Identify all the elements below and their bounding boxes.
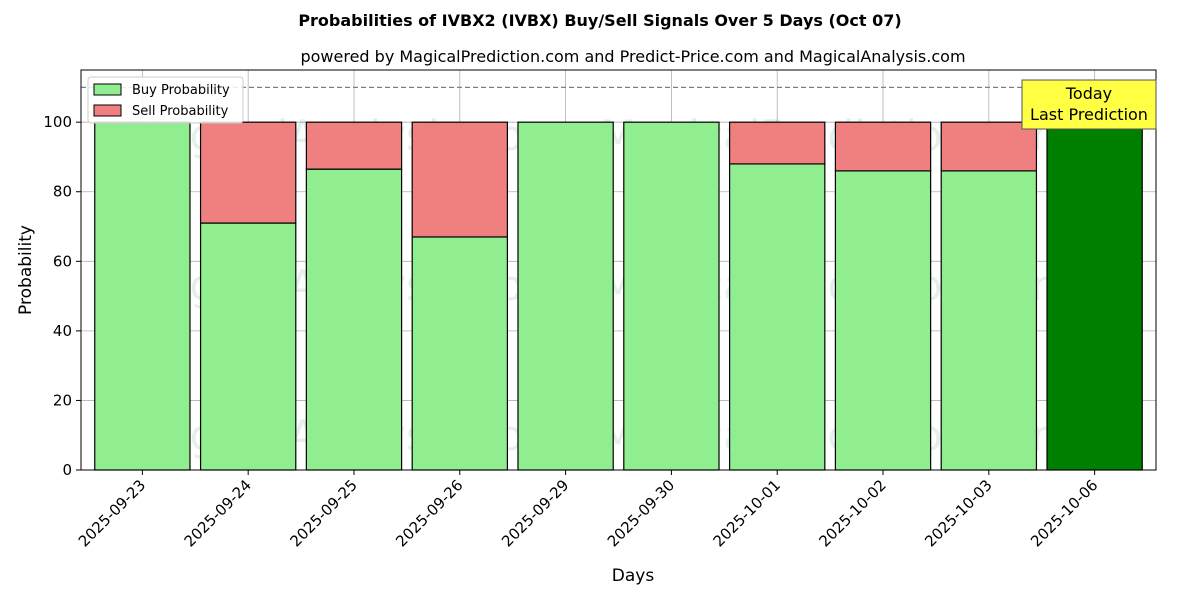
y-axis: 0 20 40 60 80 100 bbox=[43, 113, 81, 479]
sell-bar bbox=[940, 121, 1038, 172]
x-tick-label: 2025-09-23 bbox=[75, 476, 149, 550]
buy-bar bbox=[199, 222, 297, 471]
buy-bar bbox=[1046, 121, 1143, 471]
chart-title: Probabilities of IVBX2 (IVBX) Buy/Sell S… bbox=[298, 11, 901, 30]
plot-frame bbox=[80, 69, 1157, 471]
x-tick-label: 2025-09-29 bbox=[498, 476, 572, 550]
annotation-line2: Last Prediction bbox=[1030, 105, 1148, 124]
legend-swatch bbox=[93, 104, 122, 117]
x-axis-label: Days bbox=[612, 566, 655, 586]
legend-label: Sell Probability bbox=[132, 104, 229, 119]
buy-bar bbox=[623, 121, 720, 471]
buy-bar bbox=[517, 121, 614, 471]
y-tick-label: 20 bbox=[53, 391, 72, 409]
sell-bar bbox=[834, 121, 932, 172]
y-tick-label: 100 bbox=[43, 113, 72, 131]
buy-bar bbox=[940, 170, 1038, 471]
x-tick-label: 2025-09-30 bbox=[604, 476, 678, 550]
y-axis-label: Probability bbox=[16, 225, 36, 315]
x-tick-label: 2025-10-03 bbox=[921, 476, 995, 550]
annotation-line1: Today bbox=[1065, 84, 1112, 103]
buy-bar bbox=[834, 170, 932, 471]
legend-swatch bbox=[93, 83, 122, 96]
legend-box bbox=[87, 76, 244, 124]
y-tick-label: 40 bbox=[53, 322, 72, 340]
today-annotation: Today Last Prediction bbox=[1021, 79, 1157, 130]
x-tick-label: 2025-10-01 bbox=[710, 476, 784, 550]
x-tick-label: 2025-09-26 bbox=[392, 476, 466, 550]
chart-subtitle: powered by MagicalPrediction.com and Pre… bbox=[300, 47, 965, 66]
legend: Buy Probability Sell Probability bbox=[87, 76, 244, 124]
legend-label: Buy Probability bbox=[132, 83, 230, 98]
x-axis: 2025-09-23 2025-09-24 2025-09-25 2025-09-26… bbox=[75, 470, 1101, 550]
bars bbox=[94, 121, 1143, 471]
annotation-box bbox=[1021, 79, 1157, 130]
sell-bar bbox=[728, 121, 826, 165]
buy-bar bbox=[94, 121, 191, 471]
x-tick-label: 2025-09-24 bbox=[181, 476, 255, 550]
y-tick-label: 80 bbox=[53, 183, 72, 201]
sell-bar bbox=[411, 121, 509, 238]
x-tick-label: 2025-09-25 bbox=[286, 476, 360, 550]
buy-bar bbox=[728, 163, 826, 471]
sell-bar bbox=[305, 121, 403, 170]
buy-bar bbox=[305, 168, 403, 471]
sell-bar bbox=[199, 121, 297, 224]
y-tick-label: 0 bbox=[62, 461, 72, 479]
buy-bar bbox=[411, 236, 509, 471]
x-tick-label: 2025-10-02 bbox=[815, 476, 889, 550]
x-tick-label: 2025-10-06 bbox=[1027, 476, 1101, 550]
y-tick-label: 60 bbox=[53, 252, 72, 270]
